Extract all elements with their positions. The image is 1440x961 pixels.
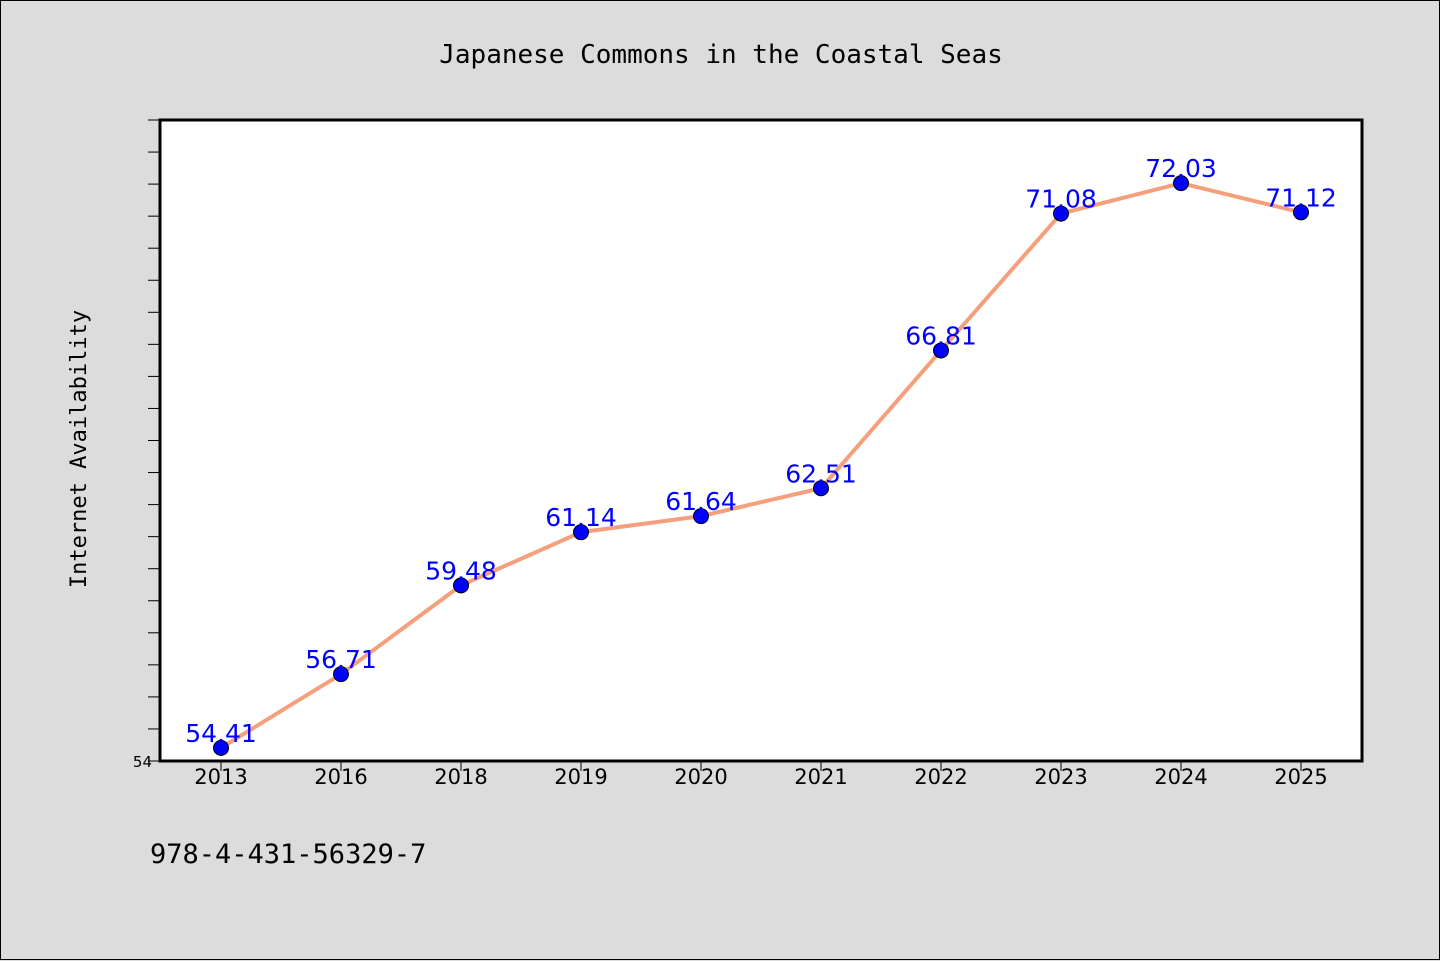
data-point [573,524,589,541]
data-label: 71.12 [1265,183,1337,212]
x-tick-label: 2024 [1154,765,1207,789]
data-point [1053,205,1069,222]
series-line [219,181,1302,750]
x-tick-label: 2025 [1274,765,1327,789]
data-labels: 54.41 56.71 59.48 61.14 61.64 62.51 66.81 71.08… [185,154,1337,748]
x-tick-label: 2023 [1034,765,1087,789]
y-tick-label: 54 [133,753,152,771]
plot-area [158,118,1364,763]
y-axis-ticks: 54 [133,119,160,771]
data-label: 54.41 [185,719,257,748]
y-axis-label: Internet Availability [67,310,92,588]
x-tick-label: 2019 [554,765,607,789]
x-tick-label: 2021 [794,765,847,789]
x-tick-label: 2013 [194,765,247,789]
data-label: 59.48 [425,556,497,585]
data-label: 62.51 [785,459,857,488]
data-point [333,666,349,683]
data-label: 61.14 [545,503,617,532]
data-point [1293,204,1309,221]
data-label: 66.81 [905,321,977,350]
x-tick-label: 2016 [314,765,367,789]
data-label: 72.03 [1145,154,1217,183]
data-point [813,480,829,497]
x-tick-label: 2020 [674,765,727,789]
data-label: 71.08 [1025,185,1097,214]
data-label: 61.64 [665,487,737,516]
data-label: 56.71 [305,645,377,674]
x-tick-label: 2018 [434,765,487,789]
data-point [693,508,709,525]
data-point [1173,175,1189,192]
series-layer [213,175,1309,756]
data-point [213,739,229,756]
isbn-footer: 978-4-431-56329-7 [150,839,426,870]
x-tick-label: 2022 [914,765,967,789]
x-axis-ticks: 2013 2016 2018 2019 2020 2021 2022 2023 2024 2025 [194,761,1328,789]
chart-title: Japanese Commons in the Coastal Seas [439,40,1003,70]
data-point [453,577,469,594]
data-point [933,342,949,359]
